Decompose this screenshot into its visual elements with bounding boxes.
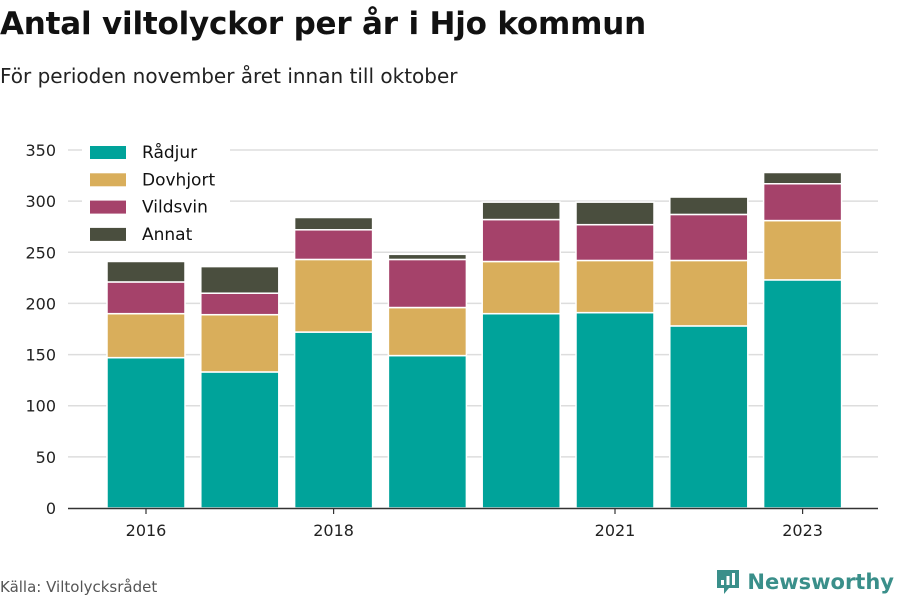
bar-segment-rådjur-2023 [762,279,843,509]
bar-segment-annat-2023 [762,171,843,185]
x-axis-tick-labels: 2016 2018 2021 2023 [126,508,823,540]
legend-label-vildsvin: Vildsvin [142,198,208,218]
legend-label-rådjur: Rådjur [142,142,197,163]
bar-segment-rådjur-2019 [387,354,468,509]
bar-segment-annat-2022 [669,196,749,216]
bar-segment-vildsvin-2021 [575,223,655,262]
bar-segment-vildsvin-2017 [200,292,280,316]
bar-segment-rådjur-2020 [481,312,561,509]
bar-chart-logo-icon [717,570,740,594]
bar-segment-annat-2018 [293,216,374,231]
legend-label-annat: Annat [142,225,193,245]
bar-segment-vildsvin-2020 [481,218,561,263]
legend: Rådjur Dovhjort Vildsvin Annat [82,136,230,248]
legend-label-dovhjort: Dovhjort [142,170,215,190]
bar-segment-dovhjort-2023 [762,219,843,281]
y-tick-label: 50 [36,448,56,467]
y-tick-label: 100 [25,397,56,416]
legend-swatch-annat [90,227,126,241]
bar-segment-dovhjort-2020 [481,260,561,315]
y-tick-label: 200 [25,294,56,313]
x-tick-label: 2021 [595,521,636,540]
bars [106,171,843,509]
bar-segment-rådjur-2016 [106,356,186,509]
bar-segment-vildsvin-2018 [293,229,374,261]
y-tick-label: 250 [25,243,56,262]
source-note: Källa: Viltolycksrådet [0,578,158,596]
y-tick-label: 0 [46,499,56,518]
bar-segment-dovhjort-2021 [575,259,655,314]
chart-title: Antal viltolyckor per år i Hjo kommun [0,6,646,42]
bar-segment-dovhjort-2022 [669,259,749,327]
bar-segment-dovhjort-2017 [200,313,280,373]
bar-segment-rådjur-2017 [200,371,280,509]
bar-segment-annat-2016 [106,260,186,283]
y-tick-label: 300 [25,192,56,211]
bar-segment-annat-2019 [387,253,468,261]
bar-segment-vildsvin-2019 [387,258,468,309]
bar-segment-annat-2017 [200,265,280,294]
y-tick-label: 150 [25,346,56,365]
bar-segment-rådjur-2018 [293,331,374,509]
bar-segment-rådjur-2021 [575,311,655,509]
bar-segment-dovhjort-2016 [106,312,186,359]
bar-segment-vildsvin-2023 [762,183,843,222]
x-tick-label: 2016 [126,521,167,540]
bar-segment-vildsvin-2016 [106,281,186,315]
bar-segment-vildsvin-2022 [669,213,749,262]
legend-swatch-vildsvin [90,200,126,214]
legend-swatch-dovhjort [90,173,126,187]
bar-segment-dovhjort-2019 [387,306,468,357]
bar-segment-annat-2020 [481,201,561,221]
brand-name: Newsworthy [747,570,894,594]
y-tick-label: 350 [25,141,56,160]
x-tick-label: 2018 [313,521,354,540]
legend-swatch-rådjur [90,146,126,159]
brand-logo[interactable]: Newsworthy [715,568,894,596]
y-axis-tick-labels: 0 50 100 150 200 250 300 350 [25,141,56,518]
bar-segment-rådjur-2022 [669,325,749,509]
x-tick-label: 2023 [782,521,823,540]
bar-segment-annat-2021 [575,201,655,226]
bar-segment-dovhjort-2018 [293,258,374,333]
chart-subtitle: För perioden november året innan till ok… [0,64,458,88]
